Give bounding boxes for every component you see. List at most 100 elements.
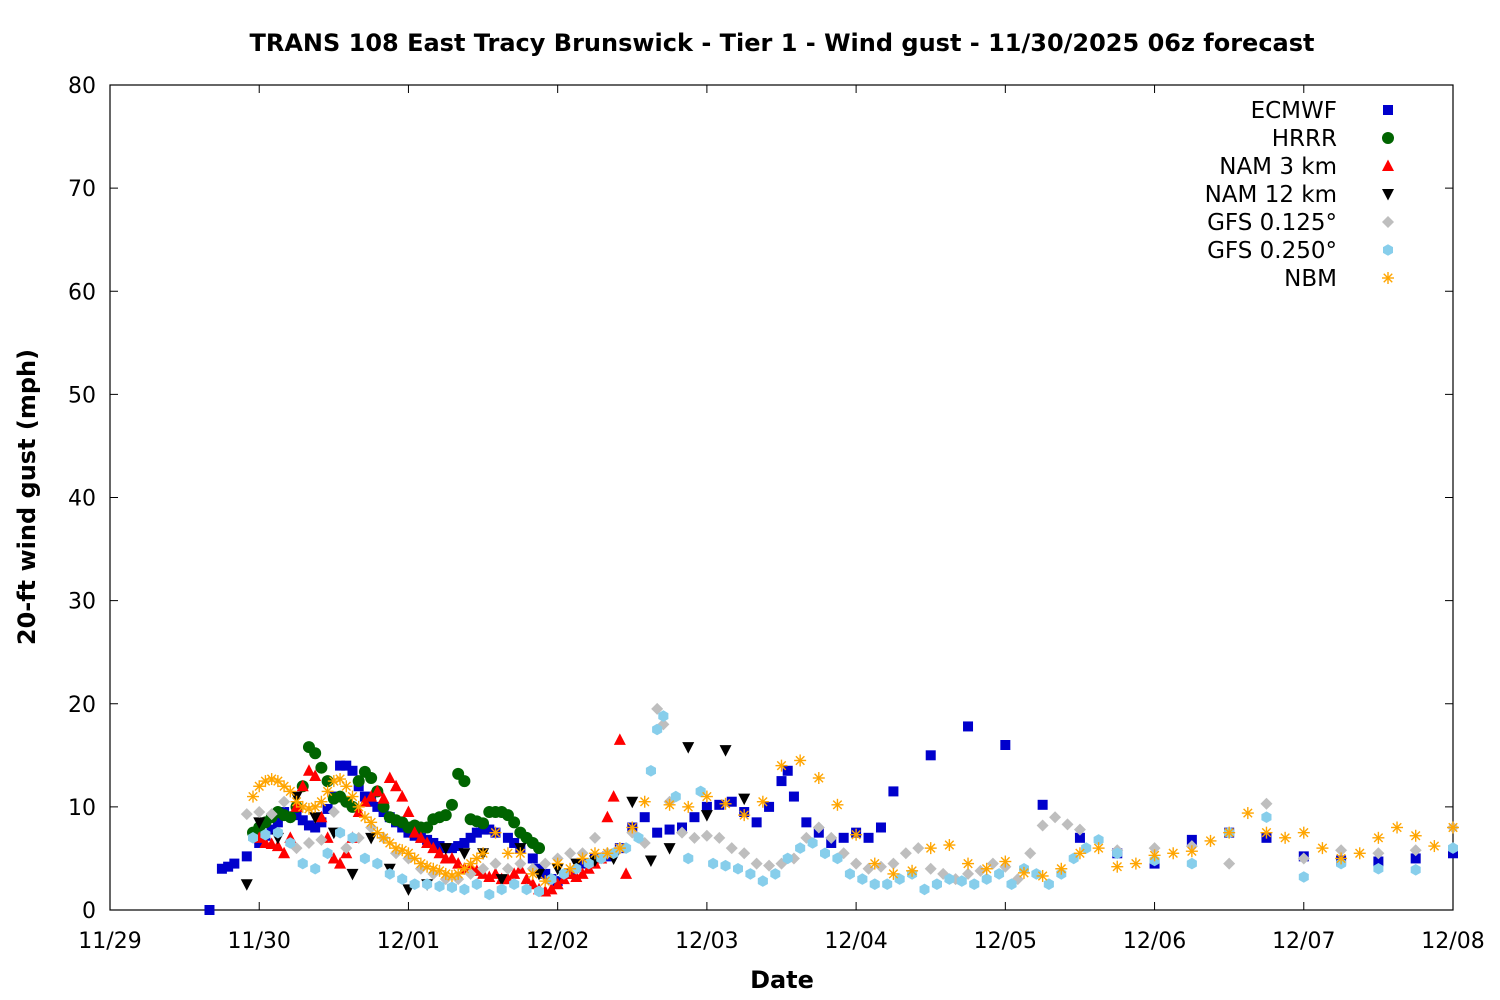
series-4 — [240, 702, 1459, 886]
data-point — [838, 832, 849, 843]
data-point — [240, 808, 253, 821]
data-point — [588, 831, 601, 844]
legend-entry-label: HRRR — [1272, 126, 1337, 152]
data-point — [396, 790, 409, 802]
data-point — [570, 870, 583, 882]
data-point — [383, 771, 396, 783]
data-point — [775, 759, 788, 772]
data-point — [358, 811, 371, 824]
data-point — [465, 832, 476, 843]
data-point — [1074, 832, 1085, 843]
data-point — [377, 800, 390, 813]
x-tick-label: 12/06 — [1123, 929, 1186, 954]
data-point — [750, 857, 763, 870]
data-point — [439, 843, 452, 855]
data-point — [782, 765, 793, 776]
data-point — [372, 801, 383, 812]
data-point — [278, 846, 291, 859]
data-point — [924, 842, 937, 855]
y-axis: 0 10 20 30 40 50 60 70 80 — [68, 74, 1453, 924]
data-point — [471, 878, 482, 890]
data-point — [969, 878, 980, 890]
data-point — [216, 863, 227, 874]
data-point — [434, 880, 445, 893]
data-point — [1061, 818, 1074, 831]
data-point — [639, 812, 650, 823]
data-point — [509, 878, 520, 890]
data-point — [820, 847, 830, 860]
data-point — [663, 843, 676, 855]
data-point — [663, 798, 676, 811]
data-point — [527, 853, 538, 864]
data-point — [1024, 847, 1037, 860]
data-point — [204, 905, 215, 915]
data-point — [1223, 857, 1236, 870]
data-point — [327, 775, 340, 788]
data-point — [302, 836, 315, 849]
data-point — [229, 858, 240, 869]
data-point — [315, 833, 328, 846]
data-point — [638, 795, 651, 808]
data-point — [254, 837, 265, 848]
data-point — [546, 873, 557, 885]
data-point — [899, 847, 912, 860]
y-tick-label: 60 — [68, 280, 96, 305]
data-point — [1241, 807, 1254, 820]
data-point — [309, 769, 322, 781]
data-point — [1036, 819, 1049, 832]
data-point — [508, 867, 521, 879]
data-point — [352, 775, 365, 788]
data-point — [322, 803, 333, 814]
data-point — [931, 878, 942, 890]
data-point — [850, 857, 863, 870]
data-point — [1428, 840, 1441, 853]
data-point — [906, 864, 919, 877]
data-point — [484, 888, 495, 901]
y-tick-label: 10 — [68, 796, 96, 821]
data-point — [296, 779, 309, 792]
data-point — [223, 861, 234, 872]
data-point — [508, 816, 521, 829]
data-point — [309, 800, 322, 813]
data-point — [764, 801, 775, 812]
data-point — [763, 859, 776, 872]
y-tick-label: 20 — [68, 693, 96, 718]
data-point — [502, 832, 513, 843]
data-point — [303, 820, 314, 831]
x-tick-label: 12/02 — [526, 929, 589, 954]
data-point — [831, 798, 844, 811]
data-point — [981, 873, 992, 885]
data-point — [266, 824, 277, 835]
data-point — [1260, 797, 1273, 810]
data-point — [341, 760, 352, 771]
data-point — [260, 828, 271, 841]
data-point — [700, 810, 713, 822]
data-point — [788, 791, 799, 802]
data-point — [850, 828, 863, 841]
data-point — [1316, 842, 1329, 855]
data-point — [757, 875, 768, 887]
data-point — [1073, 847, 1086, 860]
data-point — [253, 780, 266, 793]
data-point — [1073, 823, 1086, 836]
data-point — [427, 841, 440, 854]
legend-entry-label: NBM — [1284, 266, 1337, 292]
data-point — [1185, 845, 1198, 858]
data-point — [1129, 857, 1142, 870]
data-point — [658, 710, 669, 722]
data-point — [365, 790, 378, 802]
data-point — [365, 816, 378, 829]
data-point — [397, 873, 408, 885]
data-point — [564, 847, 577, 860]
data-point — [377, 792, 390, 804]
data-point — [478, 824, 489, 835]
data-point — [533, 842, 546, 855]
data-point — [868, 857, 881, 870]
data-point — [334, 857, 347, 869]
data-point — [601, 810, 614, 823]
data-point — [645, 765, 656, 777]
data-point — [688, 831, 701, 844]
data-point — [408, 826, 421, 838]
data-point — [962, 867, 975, 880]
data-point — [963, 721, 974, 732]
